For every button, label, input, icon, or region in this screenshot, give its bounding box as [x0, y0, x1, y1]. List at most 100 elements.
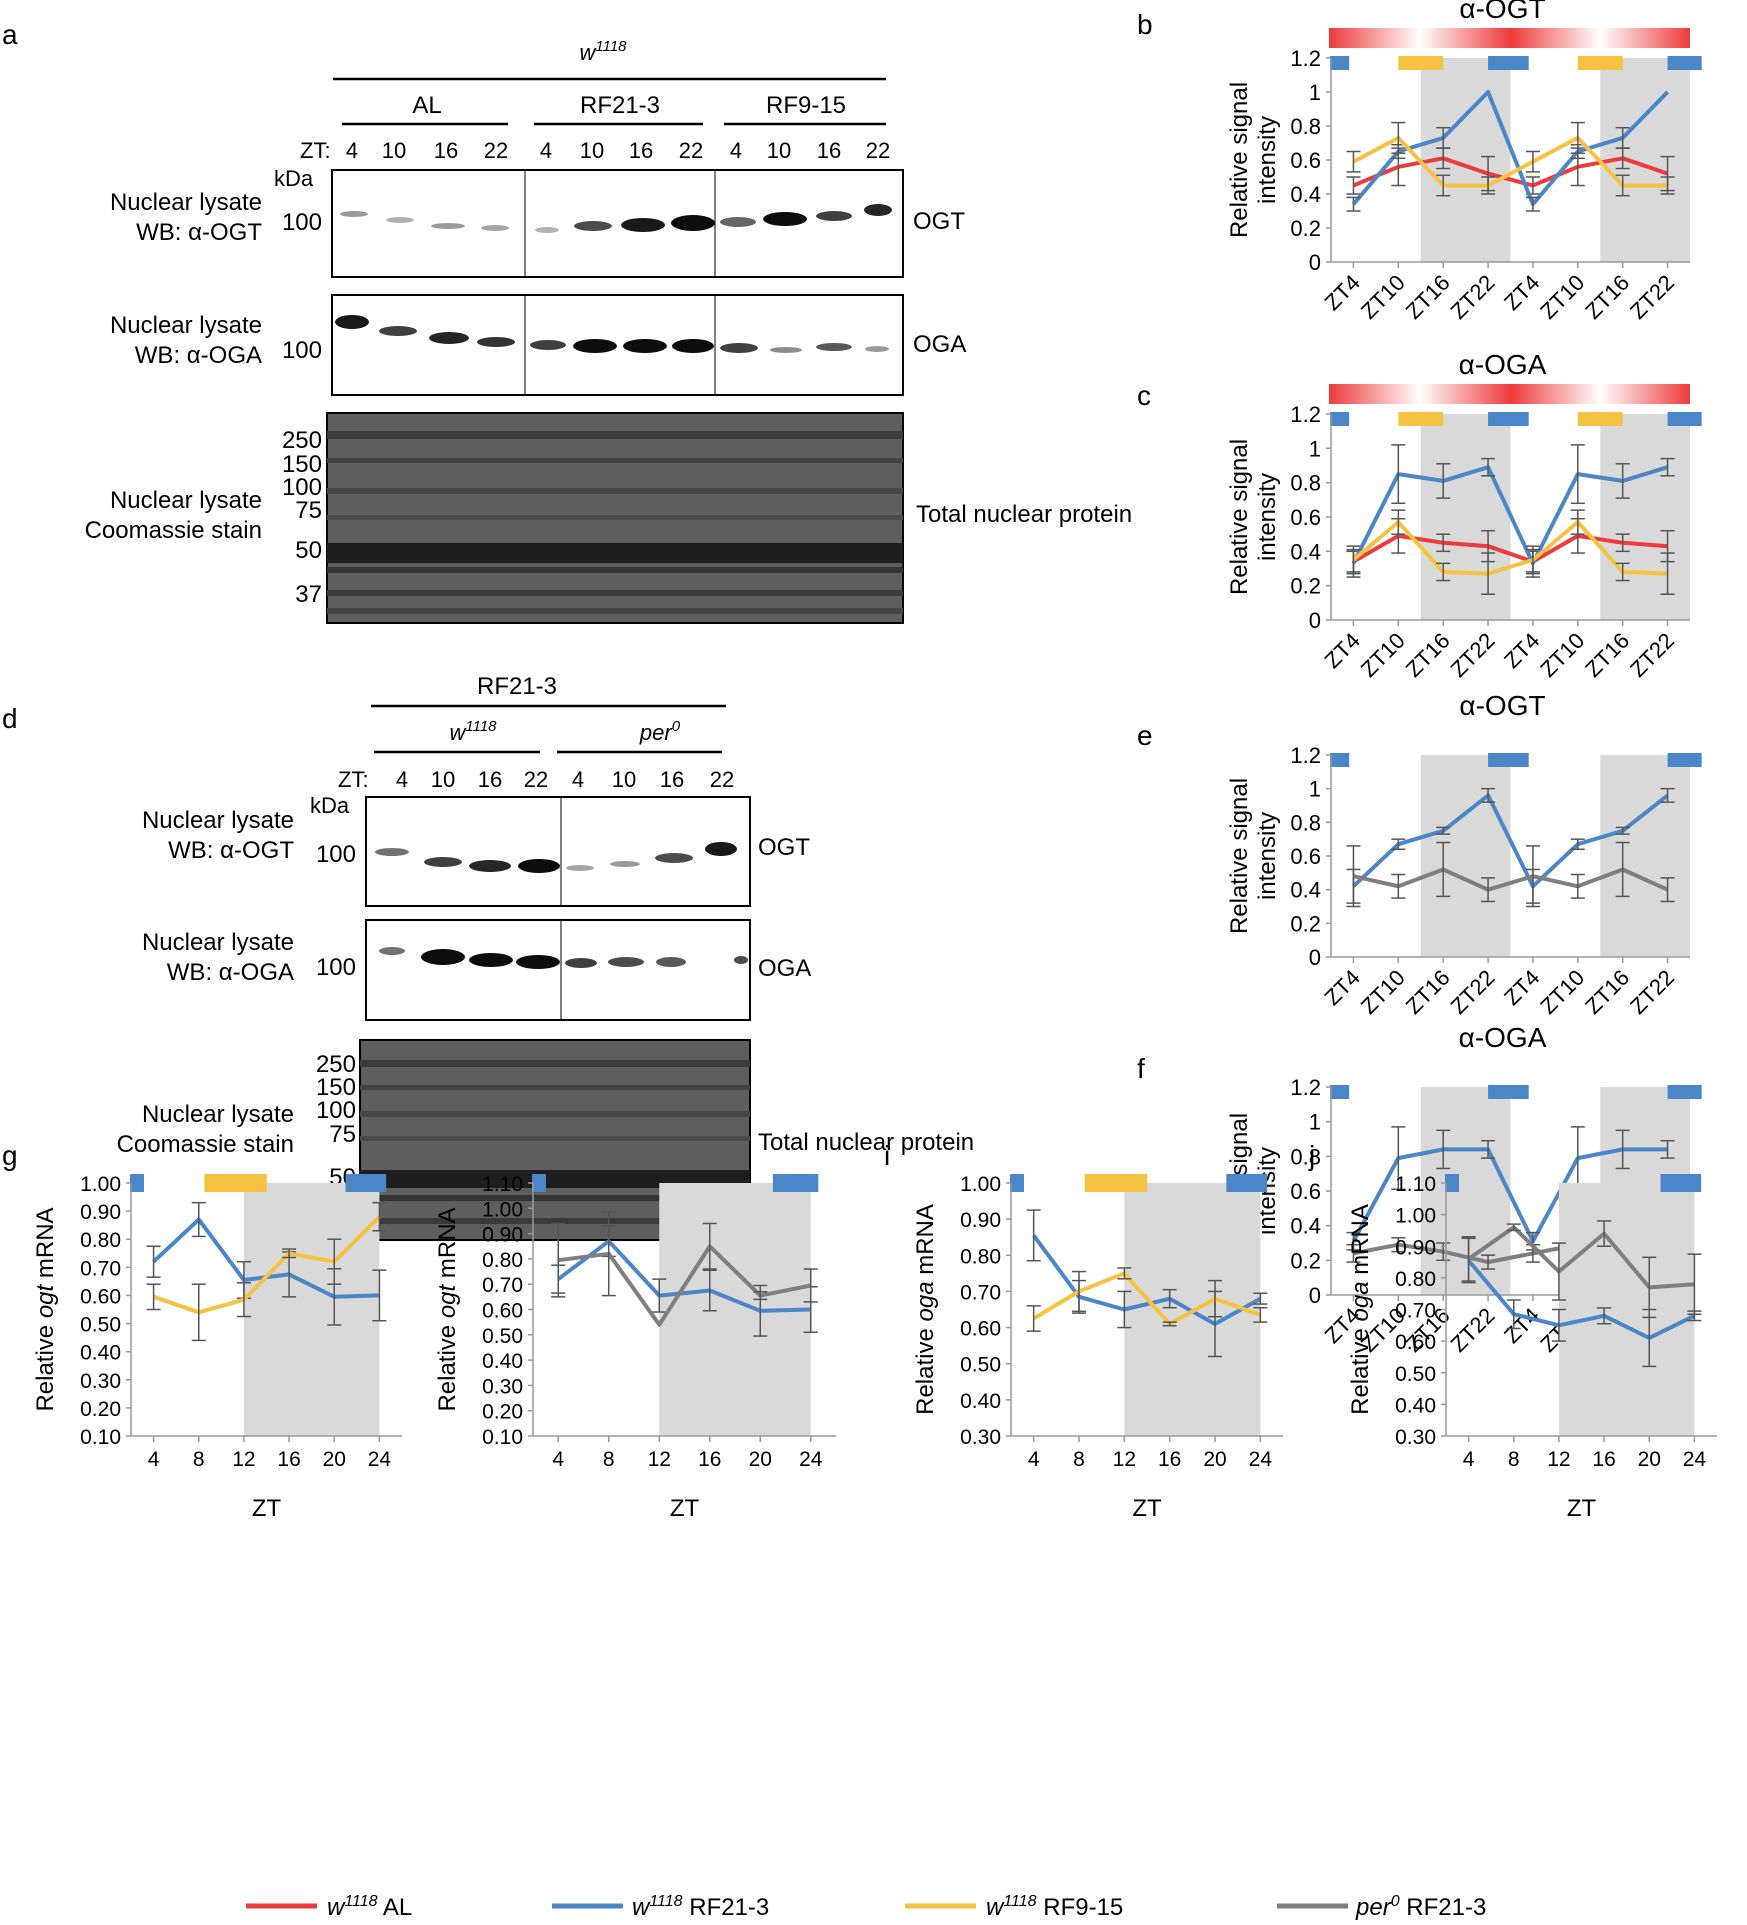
gel-band: [327, 590, 903, 596]
y-axis-label: Relative signalintensity: [1226, 82, 1281, 238]
panel-label-b: b: [1137, 9, 1153, 40]
gel-band: [327, 567, 903, 573]
series-line: [1352, 520, 1668, 576]
series-per0-rf21-3: [1461, 1220, 1702, 1319]
blot-a-zt: 16: [629, 138, 653, 163]
band: [340, 211, 368, 217]
blot-d-zt-row: 4 10 16 22 4 10 16 22: [396, 767, 734, 792]
y-axis-label-post: mRNA: [32, 1207, 59, 1284]
y-axis-label-pre: Relative: [912, 1322, 939, 1415]
x-tick-label: ZT10: [1535, 965, 1589, 1019]
band: [516, 955, 560, 969]
blot-a-group-al: AL: [412, 92, 441, 119]
series-line: [558, 1244, 812, 1327]
legend-item-rf915: w1118 RF9-15: [905, 1893, 1123, 1921]
y-tick-label: 1.2: [1290, 402, 1321, 427]
al-feeding-bar: [1510, 28, 1690, 48]
gel-band: [327, 488, 903, 494]
band: [705, 842, 737, 856]
blot-a-zt: 4: [730, 138, 742, 163]
gel-band: [360, 1195, 750, 1201]
blot-a-zt: 16: [817, 138, 841, 163]
y-tick-label: 0.70: [80, 1257, 121, 1280]
gel-band: [327, 515, 903, 520]
blot-a-zt-row: 4 10 16 22 4 10 16 22 4 10 16 22: [346, 138, 890, 163]
blot-a-zt: 22: [866, 138, 890, 163]
y-tick-label: 0.90: [960, 1209, 1001, 1232]
rf21-feeding-bar: [130, 1174, 144, 1192]
y-tick-label: 0.4: [1290, 1214, 1321, 1239]
band: [672, 339, 714, 353]
band: [770, 347, 802, 353]
x-tick-label: 16: [698, 1448, 721, 1471]
rf21-feeding-bar: [1667, 412, 1702, 426]
y-tick-label: 1.2: [1290, 1075, 1321, 1100]
blot-d-condition: RF21-3: [477, 673, 557, 700]
y-axis-label: Relative oga mRNA: [912, 1204, 939, 1415]
x-tick-label: ZT10: [1356, 965, 1410, 1019]
legend: w1118 AL w1118 RF21-3 w1118 RF9-15 per0 …: [246, 1893, 1486, 1921]
blot-a-group-rf21: RF21-3: [580, 92, 660, 119]
y-axis-label-line: intensity: [1254, 812, 1281, 900]
rf21-feeding-bar: [1667, 753, 1702, 767]
x-tick-label: ZT22: [1446, 628, 1500, 682]
y-axis-label-line: Relative signal: [1226, 82, 1253, 238]
series-w1118-rf21-3: [1346, 1126, 1675, 1251]
panel-label-j: j: [1308, 1140, 1315, 1171]
band: [477, 337, 515, 347]
y-axis-label-line: intensity: [1254, 473, 1281, 561]
y-tick-label: 1: [1309, 436, 1321, 461]
y-tick-label: 1: [1309, 777, 1321, 802]
blot-d-zt: 16: [478, 767, 502, 792]
series-line: [1351, 90, 1670, 207]
y-tick-label: 0.80: [80, 1229, 121, 1252]
band: [535, 227, 559, 233]
blot-d-ogt-bands: [375, 842, 737, 873]
series-line: [1352, 793, 1669, 889]
x-tick-label: ZT16: [1580, 628, 1634, 682]
rf21-feeding-bar: [1330, 412, 1350, 426]
blot-d-row2-target: OGA: [758, 955, 811, 982]
panel-label-f: f: [1137, 1053, 1145, 1084]
blot-d-row3-target: Total nuclear protein: [758, 1129, 974, 1156]
rf915-feeding-bar: [1577, 56, 1623, 70]
blot-a-zt: 10: [382, 138, 406, 163]
blot-a-markers: 250 150 100 75 50 37: [282, 427, 322, 608]
blot-d-row2-label2: WB: α-OGA: [167, 959, 294, 986]
y-tick-label: 0.4: [1290, 878, 1321, 903]
x-tick-label: 12: [1113, 1448, 1136, 1471]
series-line: [1351, 1147, 1668, 1244]
y-axis-label: Relative ogt mRNA: [434, 1207, 461, 1411]
panel-label-c: c: [1137, 380, 1151, 411]
y-tick-label: 0.90: [482, 1224, 523, 1247]
band: [429, 332, 469, 344]
y-axis-label-gene: oga: [1347, 1281, 1374, 1321]
blot-a-ogt-membrane: [331, 169, 904, 278]
marker-100: 100: [282, 474, 322, 501]
blot-a-ogt-bands: [340, 204, 892, 233]
series-w1118-rf9-15: [146, 1201, 387, 1342]
blot-d-zt: 10: [612, 767, 636, 792]
y-tick-label: 0.60: [960, 1318, 1001, 1341]
blot-panel-d: RF21-3 w1118 per0 ZT: 4 10 16 22 4 10 16…: [117, 673, 974, 1241]
y-axis-label: Relative ogt mRNA: [32, 1207, 59, 1411]
y-tick-label: 1.00: [80, 1173, 121, 1196]
x-tick-label: 8: [1073, 1448, 1085, 1471]
rf915-feeding-bar: [1577, 412, 1623, 426]
blot-a-row1-target: OGT: [913, 208, 965, 235]
blot-a-kda: kDa: [274, 166, 314, 191]
blot-a-row1-marker: 100: [282, 209, 322, 236]
y-tick-label: 0.10: [482, 1426, 523, 1449]
y-tick-label: 0.70: [1395, 1300, 1436, 1323]
series-line: [1352, 533, 1668, 564]
x-tick-label: 8: [193, 1448, 205, 1471]
y-tick-label: 0.4: [1290, 182, 1321, 207]
band: [518, 859, 560, 873]
x-axis-label: ZT: [670, 1495, 700, 1522]
y-axis-label-gene: oga: [912, 1281, 939, 1321]
band: [530, 340, 566, 350]
marker-37: 37: [295, 581, 322, 608]
